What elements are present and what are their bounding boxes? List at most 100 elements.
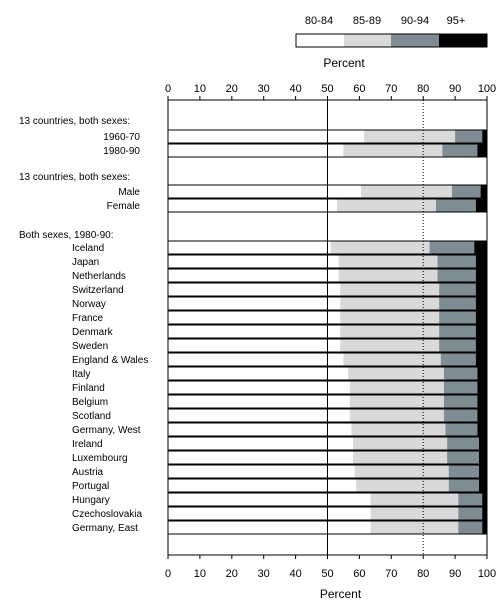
row-label: France [72,313,104,324]
bar-segment [442,144,478,157]
x-axis-top: 0 10 20 30 40 50 60 70 80 90 100 [165,83,496,100]
bar-segment [340,297,440,310]
bar-segment [337,199,436,212]
bar-segment [477,144,487,157]
group-label: 13 countries, both sexes: [19,172,130,183]
bar-segment [168,409,350,422]
bar-segment [349,409,444,422]
legend-label: 90-94 [401,15,429,27]
x-tick-label: 60 [353,568,365,580]
legend-swatch [439,34,487,47]
bar-row: Female [107,198,488,213]
bar-row: 1980-90 [103,143,488,158]
bar-segment [168,241,331,254]
bar-segment [475,283,487,296]
bar-segment [475,339,487,352]
bar-segment [439,283,476,296]
x-tick-label: 100 [478,83,496,95]
bar-row: Switzerland [72,282,488,297]
legend-label: 80-84 [305,15,333,27]
legend-swatch [296,34,344,47]
bar-segment [475,353,487,366]
bar-segment [168,255,339,268]
x-axis-title-bottom: Percent [320,587,362,601]
bar-segment [475,311,487,324]
bar-segment [443,381,478,394]
bar-segment [340,283,440,296]
bar-segment [477,409,487,422]
bar-segment [168,353,344,366]
row-label: Iceland [72,243,104,254]
row-label: Sweden [72,341,108,352]
bar-segment [439,325,476,338]
bar-segment [475,255,487,268]
bar-segment [458,493,483,506]
bar-segment [437,269,476,282]
bar-segment [480,185,487,198]
row-label: 1980-90 [103,146,140,157]
bar-segment [168,479,357,492]
bar-segment [343,353,441,366]
bar-segment [168,437,354,450]
bar-row: Iceland [72,240,488,255]
bar-row: Sweden [72,338,488,353]
bar-segment [168,493,371,506]
bar-row: Portugal [72,478,488,493]
bar-segment [168,325,341,338]
x-tick-label: 90 [449,83,461,95]
x-tick-label: 70 [385,83,397,95]
bar-row: Netherlands [72,268,488,283]
row-label: Germany, East [72,523,138,534]
reference-lines [327,100,424,555]
bar-segment [330,241,430,254]
bar-row: Japan [72,254,488,269]
bar-row: Denmark [72,324,488,339]
bar-segment [340,339,440,352]
bar-segment [168,297,341,310]
bar-segment [447,437,480,450]
bar-segment [475,297,487,310]
legend-swatch [391,34,439,47]
row-label: Finland [72,383,105,394]
row-label: Ireland [72,439,103,450]
row-label: 1960-70 [103,132,140,143]
bar-row: France [72,310,488,325]
bar-segment [168,311,341,324]
bar-row: Belgium [72,394,488,409]
row-label: Germany, West [72,425,141,436]
bar-row: Germany, West [72,422,488,437]
bar-segment [168,465,355,478]
bar-segment [360,185,452,198]
x-axis-title-top: Percent [323,56,365,70]
bar-segment [445,423,478,436]
row-label: Belgium [72,397,108,408]
group-label: 13 countries, both sexes: [19,116,130,127]
bar-segment [448,465,480,478]
bar-segment [338,255,438,268]
row-label: England & Wales [72,355,148,366]
bar-segment [477,395,487,408]
bar-segment [437,255,476,268]
bar-row: Hungary [72,492,488,507]
bar-segment [474,241,487,254]
row-label: Japan [72,257,99,268]
bar-group: 13 countries, both sexes: Male Female [19,172,488,213]
row-label: Female [107,201,141,212]
x-tick-label: 90 [449,568,461,580]
bar-segment [168,423,352,436]
bar-row: Scotland [72,408,488,423]
bar-segment [479,437,487,450]
bar-segment [482,130,487,143]
bar-segment [458,521,483,534]
bar-row: Norway [72,296,488,311]
x-tick-label: 80 [417,83,429,95]
bar-row: Czechoslovakia [72,506,488,521]
bar-segment [479,465,487,478]
bar-segment [168,381,350,394]
bar-segment [168,130,365,143]
bar-row: Finland [72,380,488,395]
bar-segment [451,185,481,198]
bar-segment [482,521,487,534]
bar-segment [168,144,344,157]
